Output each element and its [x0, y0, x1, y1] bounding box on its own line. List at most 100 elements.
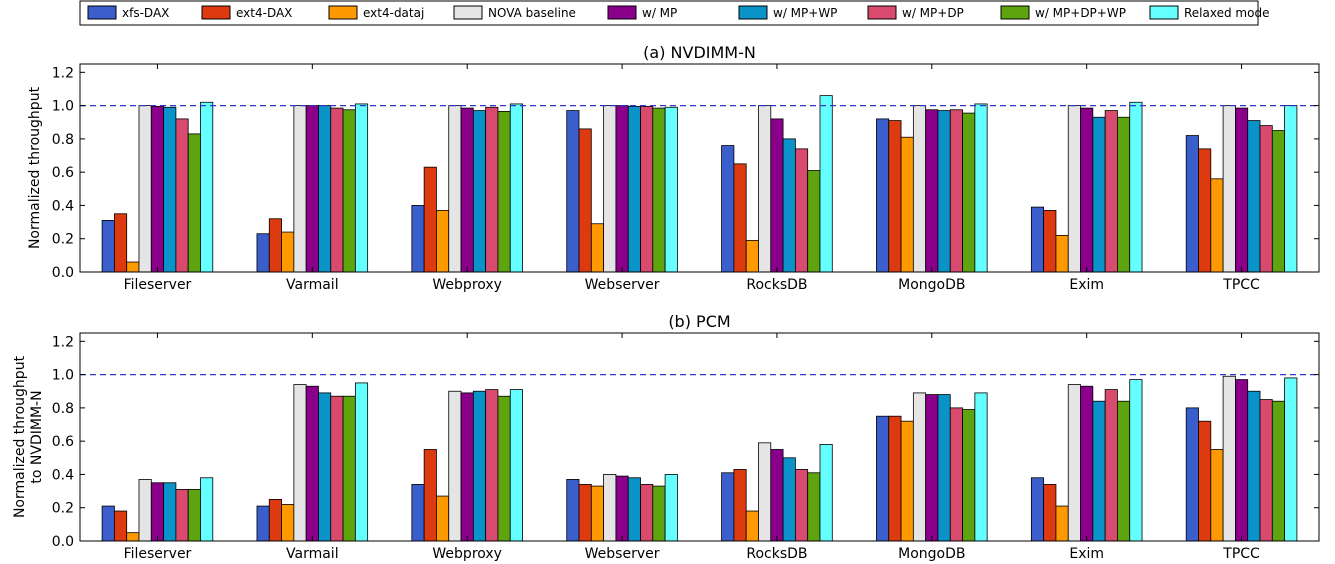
bar	[733, 469, 747, 542]
legend-item: NOVA baseline	[453, 5, 576, 20]
x-tick-label: MongoDB	[898, 277, 965, 293]
bar	[1222, 105, 1236, 273]
bar	[819, 95, 833, 273]
bar-series-group	[101, 375, 1298, 542]
bar	[150, 482, 164, 542]
chart-title: (a) NVDIMM-N	[643, 43, 756, 62]
bar	[1259, 125, 1273, 273]
bar	[925, 394, 939, 542]
x-tick-label: Fileserver	[124, 277, 192, 293]
bar	[1030, 477, 1045, 542]
x-tick-label: Webserver	[585, 546, 660, 562]
bar	[1117, 116, 1131, 273]
bar	[1080, 107, 1094, 273]
legend-item: w/ MP+DP+WP	[1000, 5, 1126, 20]
bar	[281, 503, 295, 542]
bar	[578, 128, 592, 273]
legend-item: ext4-dataj	[328, 5, 424, 20]
bar	[627, 477, 641, 542]
bar	[770, 449, 784, 542]
bar	[448, 390, 462, 542]
bar	[423, 166, 437, 273]
x-tick-label: Webserver	[585, 277, 660, 293]
bar	[807, 472, 821, 542]
chart-title: (b) PCM	[668, 312, 730, 331]
bar	[509, 103, 523, 273]
bar	[912, 392, 927, 542]
legend-swatch	[738, 5, 768, 20]
y-tick-label: 0.8	[52, 132, 74, 148]
legend-item: w/ MP	[607, 5, 677, 20]
bar	[1067, 384, 1081, 542]
bar	[175, 118, 189, 273]
y-tick-label: 1.2	[52, 334, 74, 350]
bar	[472, 110, 487, 273]
legend-label: Relaxed mode	[1184, 6, 1269, 20]
bar	[974, 103, 988, 273]
bar	[925, 109, 939, 273]
bar	[1271, 400, 1286, 542]
bar	[962, 409, 976, 542]
bar	[949, 407, 963, 542]
bar	[485, 389, 499, 542]
bar	[293, 384, 307, 542]
bar	[460, 392, 474, 542]
x-tick-label: TPCC	[1222, 277, 1260, 293]
bar	[1235, 379, 1249, 542]
legend-swatch	[867, 5, 897, 20]
bar	[256, 505, 270, 542]
legend-label: w/ MP	[642, 6, 677, 20]
bar	[163, 106, 177, 273]
y-tick-label: 0.0	[52, 534, 74, 550]
bar	[423, 449, 437, 542]
bar	[113, 213, 128, 273]
legend-swatch	[328, 5, 358, 20]
legend-swatch	[607, 5, 637, 20]
bar	[187, 133, 201, 273]
bar	[566, 110, 580, 273]
x-tick-label: Exim	[1069, 277, 1104, 293]
bar	[1104, 110, 1118, 273]
bar	[937, 110, 951, 273]
bar	[770, 118, 784, 273]
bar	[1092, 400, 1106, 542]
bar	[1092, 116, 1106, 273]
bar	[472, 390, 487, 542]
bar	[354, 103, 369, 273]
bar	[411, 484, 425, 542]
bar	[603, 474, 617, 542]
bar	[436, 495, 450, 542]
bar	[268, 218, 282, 273]
bar	[1198, 420, 1212, 542]
bar	[436, 210, 450, 273]
bar	[1210, 449, 1224, 542]
bar	[962, 112, 976, 273]
bar	[794, 148, 809, 273]
plot-frame	[79, 63, 1320, 273]
legend-label: ext4-DAX	[236, 6, 292, 20]
x-tick-label: Varmail	[286, 277, 339, 293]
y-tick-label: 0.4	[52, 467, 74, 483]
x-tick-label: Webproxy	[432, 546, 502, 562]
bar	[888, 120, 902, 273]
x-tick-label: TPCC	[1222, 546, 1260, 562]
bar	[256, 233, 270, 273]
y-tick-label: 0.0	[52, 265, 74, 281]
legend-label: ext4-dataj	[363, 6, 424, 20]
bar	[652, 107, 666, 273]
y-tick-label: 0.6	[52, 165, 74, 181]
bar	[1043, 484, 1057, 542]
bar	[615, 105, 629, 273]
bar	[758, 442, 772, 542]
bar	[305, 385, 319, 542]
bar	[949, 109, 963, 273]
y-tick-label: 1.0	[52, 99, 74, 115]
bar	[1198, 148, 1212, 273]
bar	[460, 107, 474, 273]
bar	[578, 484, 592, 542]
bar	[305, 105, 319, 273]
legend-swatch	[1000, 5, 1030, 20]
legend-swatch	[87, 5, 117, 20]
legend-item: w/ MP+WP	[738, 5, 837, 20]
